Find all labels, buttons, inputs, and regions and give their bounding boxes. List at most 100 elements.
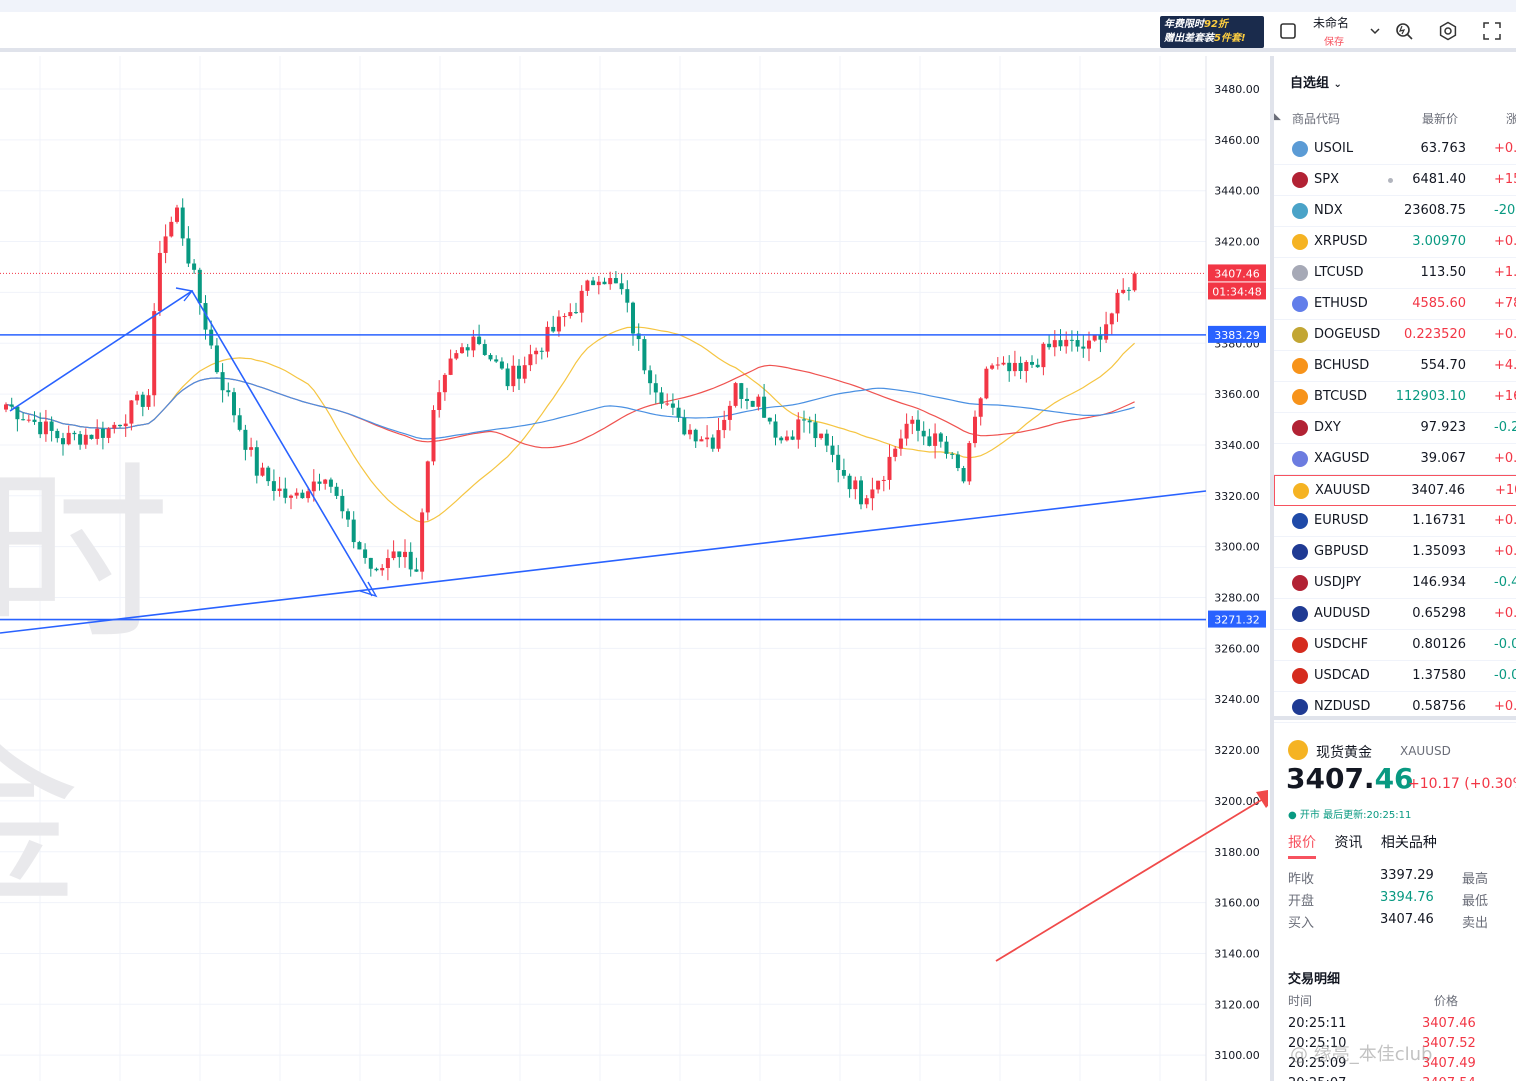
- watchlist-row-usdjpy[interactable]: USDJPY 146.934 -0.4: [1274, 568, 1516, 599]
- col-last[interactable]: 最新价: [1422, 112, 1459, 126]
- candle-body: [802, 419, 806, 421]
- candle-body: [374, 568, 379, 571]
- row-change: +1641.: [1494, 389, 1516, 404]
- candle-body: [1109, 313, 1114, 325]
- watchlist-row-gbpusd[interactable]: GBPUSD 1.35093 +0.001: [1274, 537, 1516, 568]
- watchlist-row-usoil[interactable]: USOIL 63.763 +0.1: [1274, 134, 1516, 165]
- watchlist-row-ndx[interactable]: NDX 23608.75 -20.: [1274, 196, 1516, 227]
- candle-body: [26, 419, 31, 421]
- watchlist-row-btcusd[interactable]: BTCUSD 112903.10 +1641.: [1274, 382, 1516, 413]
- candle-body: [482, 344, 487, 355]
- watchlist-row-usdcad[interactable]: USDCAD 1.37580 -0.003: [1274, 661, 1516, 692]
- price-axis-label: 3440.00: [1214, 185, 1260, 198]
- candle-body: [49, 421, 54, 431]
- candle-body: [499, 361, 504, 369]
- trades-col-price: 价格: [1434, 994, 1459, 1008]
- watchlist-row-dxy[interactable]: DXY 97.923 -0.2: [1274, 413, 1516, 444]
- watchlist-row-ltcusd[interactable]: LTCUSD 113.50 +1.: [1274, 258, 1516, 289]
- watchlist-row-bchusd[interactable]: BCHUSD 554.70 +4.: [1274, 351, 1516, 382]
- watchlist-row-xagusd[interactable]: XAGUSD 39.067 +0.4: [1274, 444, 1516, 475]
- watchlist-row-spx[interactable]: SPX 6481.40 +15.: [1274, 165, 1516, 196]
- row-last-price: 3.00970: [1412, 234, 1466, 249]
- watchlist-row-eurusd[interactable]: EURUSD 1.16731 +0.003: [1274, 506, 1516, 537]
- window-top-strip: [0, 0, 1516, 12]
- watchlist-row-xauusd[interactable]: XAUUSD 3407.46 +10.: [1274, 475, 1516, 506]
- price-chart[interactable]: 时金3480.003460.003440.003420.003400.00338…: [0, 56, 1268, 1081]
- candle-body: [197, 269, 202, 304]
- chevron-down-icon[interactable]: [1364, 20, 1386, 42]
- row-symbol: XRPUSD: [1314, 234, 1368, 249]
- trade-price: 3407.49: [1422, 1056, 1476, 1071]
- candle-body: [967, 443, 972, 482]
- trade-price: 3407.54: [1422, 1076, 1476, 1081]
- candle-body: [881, 479, 886, 481]
- row-last-price: 0.58756: [1412, 699, 1466, 714]
- candle-body: [328, 479, 333, 487]
- watchlist-row-xrpusd[interactable]: XRPUSD 3.00970 +0.040: [1274, 227, 1516, 258]
- candle-body: [1047, 343, 1052, 348]
- promo-line1: 年费限时: [1164, 19, 1204, 30]
- layout-name[interactable]: 未命名: [1313, 16, 1350, 30]
- tab-related[interactable]: 相关品种: [1380, 835, 1437, 851]
- quote-label: 开盘: [1288, 894, 1315, 909]
- layout-square-icon[interactable]: [1277, 20, 1299, 42]
- watchlist-row-usdchf[interactable]: USDCHF 0.80126 -0.000: [1274, 630, 1516, 661]
- candle-body: [653, 383, 658, 393]
- save-button[interactable]: 保存: [1324, 37, 1344, 48]
- candle-body: [995, 364, 1000, 366]
- candle-body: [175, 207, 179, 222]
- quote-label: 昨收: [1288, 872, 1315, 887]
- candle-body: [118, 424, 122, 427]
- price-axis-label: 3260.00: [1214, 642, 1260, 655]
- candle-body: [984, 368, 989, 399]
- candle-body: [773, 421, 778, 438]
- col-change[interactable]: 涨: [1506, 110, 1516, 127]
- watchlist-row-nzdusd[interactable]: NZDUSD 0.58756 +0.001: [1274, 692, 1516, 723]
- candle-body: [528, 354, 533, 366]
- quote-value: 3407.46: [1380, 912, 1434, 927]
- watchlist-row-ethusd[interactable]: ETHUSD 4585.60 +78.: [1274, 289, 1516, 320]
- candle-body: [522, 365, 527, 379]
- candle-body: [488, 354, 493, 360]
- watermark-text: @ 缘亮_本佳club: [1290, 1044, 1433, 1065]
- tab-quote[interactable]: 报价: [1288, 835, 1316, 859]
- candle-body: [1035, 364, 1040, 368]
- xrp-icon: [1292, 234, 1308, 250]
- fullscreen-icon[interactable]: [1481, 20, 1503, 42]
- candle-body: [431, 409, 436, 462]
- candle-body: [1018, 362, 1023, 372]
- promo-highlight2: 5件套!: [1214, 33, 1246, 44]
- promo-highlight1: 92折: [1204, 19, 1228, 30]
- candle-body: [893, 448, 898, 457]
- candle-body: [693, 429, 698, 442]
- quick-search-icon[interactable]: [1393, 20, 1415, 42]
- candle-body: [1064, 339, 1069, 347]
- candle-body: [55, 430, 60, 439]
- candle-body: [289, 495, 293, 498]
- candle-body: [209, 329, 214, 346]
- price-axis-label: 3460.00: [1214, 134, 1260, 147]
- tab-news[interactable]: 资讯: [1334, 835, 1363, 851]
- watchlist-title[interactable]: 自选组 ⌄: [1290, 72, 1342, 91]
- row-last-price: 0.223520: [1403, 327, 1466, 342]
- chart-canvas[interactable]: 时金3480.003460.003440.003420.003400.00338…: [0, 56, 1268, 1081]
- watchlist-row-dogeusd[interactable]: DOGEUSD 0.223520 +0.0046: [1274, 320, 1516, 351]
- countdown-tag-bg: [1208, 282, 1266, 300]
- sort-triangle-icon[interactable]: ◣: [1274, 112, 1281, 122]
- watchlist-row-audusd[interactable]: AUDUSD 0.65298 +0.002: [1274, 599, 1516, 630]
- row-change: -0.4: [1494, 575, 1516, 590]
- candle-body: [824, 433, 829, 446]
- candle-body: [1092, 334, 1097, 341]
- settings-gear-icon[interactable]: [1437, 20, 1459, 42]
- promo-banner[interactable]: 年费限时92折 赠出差套装5件套!: [1160, 16, 1264, 48]
- candle-body: [705, 437, 710, 440]
- row-change: +78.: [1494, 296, 1516, 311]
- candle-body: [129, 400, 134, 424]
- col-symbol[interactable]: 商品代码: [1292, 112, 1341, 126]
- row-symbol: DXY: [1314, 420, 1341, 435]
- candle-body: [1012, 362, 1017, 372]
- gb-flag-icon: [1292, 544, 1308, 560]
- silver-icon: [1292, 451, 1308, 467]
- row-change: -0.000: [1494, 637, 1516, 652]
- price-axis-label: 3480.00: [1214, 83, 1260, 96]
